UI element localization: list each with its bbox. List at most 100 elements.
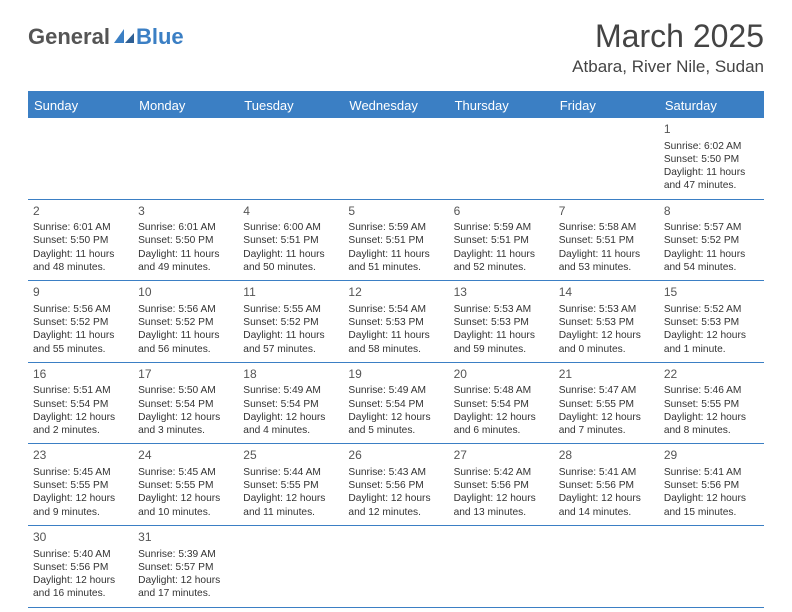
daylight-text: Daylight: 12 hours and 9 minutes.: [33, 492, 128, 519]
sunset-text: Sunset: 5:50 PM: [138, 234, 233, 247]
weekday-thursday: Thursday: [449, 93, 554, 118]
sunrise-text: Sunrise: 5:45 AM: [33, 466, 128, 479]
sunrise-text: Sunrise: 5:49 AM: [348, 384, 443, 397]
sunset-text: Sunset: 5:55 PM: [664, 398, 759, 411]
daylight-text: Daylight: 12 hours and 3 minutes.: [138, 411, 233, 438]
calendar-week: 30Sunrise: 5:40 AMSunset: 5:56 PMDayligh…: [28, 526, 764, 608]
calendar-week: 23Sunrise: 5:45 AMSunset: 5:55 PMDayligh…: [28, 444, 764, 526]
day-number: 14: [559, 285, 654, 301]
sunset-text: Sunset: 5:53 PM: [664, 316, 759, 329]
daylight-text: Daylight: 11 hours and 51 minutes.: [348, 248, 443, 275]
calendar-day: 20Sunrise: 5:48 AMSunset: 5:54 PMDayligh…: [449, 363, 554, 444]
calendar-day-empty: [449, 118, 554, 199]
day-number: 3: [138, 204, 233, 220]
day-number: 11: [243, 285, 338, 301]
sunset-text: Sunset: 5:55 PM: [33, 479, 128, 492]
daylight-text: Daylight: 11 hours and 55 minutes.: [33, 329, 128, 356]
logo-sail-icon: [112, 27, 136, 45]
logo-text-general: General: [28, 24, 110, 50]
calendar-day: 7Sunrise: 5:58 AMSunset: 5:51 PMDaylight…: [554, 200, 659, 281]
sunset-text: Sunset: 5:53 PM: [348, 316, 443, 329]
calendar-day: 10Sunrise: 5:56 AMSunset: 5:52 PMDayligh…: [133, 281, 238, 362]
sunrise-text: Sunrise: 5:46 AM: [664, 384, 759, 397]
calendar-day-empty: [449, 526, 554, 607]
calendar-day: 19Sunrise: 5:49 AMSunset: 5:54 PMDayligh…: [343, 363, 448, 444]
sunset-text: Sunset: 5:51 PM: [559, 234, 654, 247]
day-number: 25: [243, 448, 338, 464]
calendar-day: 22Sunrise: 5:46 AMSunset: 5:55 PMDayligh…: [659, 363, 764, 444]
daylight-text: Daylight: 12 hours and 16 minutes.: [33, 574, 128, 601]
sunrise-text: Sunrise: 5:58 AM: [559, 221, 654, 234]
sunset-text: Sunset: 5:55 PM: [138, 479, 233, 492]
sunset-text: Sunset: 5:55 PM: [243, 479, 338, 492]
sunset-text: Sunset: 5:51 PM: [348, 234, 443, 247]
sunset-text: Sunset: 5:54 PM: [138, 398, 233, 411]
sunrise-text: Sunrise: 5:48 AM: [454, 384, 549, 397]
calendar-day: 14Sunrise: 5:53 AMSunset: 5:53 PMDayligh…: [554, 281, 659, 362]
sunrise-text: Sunrise: 5:59 AM: [348, 221, 443, 234]
day-number: 12: [348, 285, 443, 301]
daylight-text: Daylight: 12 hours and 13 minutes.: [454, 492, 549, 519]
sunset-text: Sunset: 5:50 PM: [664, 153, 759, 166]
calendar-day-empty: [554, 118, 659, 199]
calendar: Sunday Monday Tuesday Wednesday Thursday…: [28, 91, 764, 608]
calendar-day-empty: [133, 118, 238, 199]
day-number: 20: [454, 367, 549, 383]
sunrise-text: Sunrise: 5:54 AM: [348, 303, 443, 316]
sunrise-text: Sunrise: 6:01 AM: [33, 221, 128, 234]
day-number: 24: [138, 448, 233, 464]
daylight-text: Daylight: 12 hours and 14 minutes.: [559, 492, 654, 519]
calendar-day: 6Sunrise: 5:59 AMSunset: 5:51 PMDaylight…: [449, 200, 554, 281]
sunset-text: Sunset: 5:54 PM: [243, 398, 338, 411]
sunset-text: Sunset: 5:53 PM: [454, 316, 549, 329]
sunrise-text: Sunrise: 5:56 AM: [33, 303, 128, 316]
calendar-day: 25 Sunrise: 5:44 AMSunset: 5:55 PMDayligh…: [238, 444, 343, 525]
sunset-text: Sunset: 5:53 PM: [559, 316, 654, 329]
sunrise-text: Sunrise: 5:59 AM: [454, 221, 549, 234]
daylight-text: Daylight: 12 hours and 15 minutes.: [664, 492, 759, 519]
calendar-day: 12Sunrise: 5:54 AMSunset: 5:53 PMDayligh…: [343, 281, 448, 362]
daylight-text: Daylight: 11 hours and 48 minutes.: [33, 248, 128, 275]
weekday-header: Sunday Monday Tuesday Wednesday Thursday…: [28, 93, 764, 118]
sunrise-text: Sunrise: 5:45 AM: [138, 466, 233, 479]
sunrise-text: Sunrise: 5:44 AM: [243, 466, 338, 479]
calendar-week: 2Sunrise: 6:01 AMSunset: 5:50 PMDaylight…: [28, 200, 764, 282]
calendar-day-empty: [238, 526, 343, 607]
calendar-day-empty: [343, 118, 448, 199]
sunrise-text: Sunrise: 5:57 AM: [664, 221, 759, 234]
daylight-text: Daylight: 11 hours and 56 minutes.: [138, 329, 233, 356]
sunset-text: Sunset: 5:54 PM: [348, 398, 443, 411]
day-number: 27: [454, 448, 549, 464]
calendar-day: 2Sunrise: 6:01 AMSunset: 5:50 PMDaylight…: [28, 200, 133, 281]
day-number: 26: [348, 448, 443, 464]
sunrise-text: Sunrise: 6:00 AM: [243, 221, 338, 234]
sunset-text: Sunset: 5:56 PM: [348, 479, 443, 492]
sunrise-text: Sunrise: 5:41 AM: [664, 466, 759, 479]
calendar-week: 9Sunrise: 5:56 AMSunset: 5:52 PMDaylight…: [28, 281, 764, 363]
calendar-day: 23Sunrise: 5:45 AMSunset: 5:55 PMDayligh…: [28, 444, 133, 525]
daylight-text: Daylight: 12 hours and 17 minutes.: [138, 574, 233, 601]
daylight-text: Daylight: 12 hours and 5 minutes.: [348, 411, 443, 438]
day-number: 5: [348, 204, 443, 220]
sunrise-text: Sunrise: 5:41 AM: [559, 466, 654, 479]
sunrise-text: Sunrise: 5:51 AM: [33, 384, 128, 397]
daylight-text: Daylight: 11 hours and 49 minutes.: [138, 248, 233, 275]
weekday-sunday: Sunday: [28, 93, 133, 118]
daylight-text: Daylight: 12 hours and 6 minutes.: [454, 411, 549, 438]
daylight-text: Daylight: 11 hours and 47 minutes.: [664, 166, 759, 193]
logo: General Blue: [28, 18, 184, 50]
sunrise-text: Sunrise: 5:39 AM: [138, 548, 233, 561]
sunset-text: Sunset: 5:52 PM: [243, 316, 338, 329]
sunrise-text: Sunrise: 5:53 AM: [454, 303, 549, 316]
calendar-day: 17Sunrise: 5:50 AMSunset: 5:54 PMDayligh…: [133, 363, 238, 444]
day-number: 6: [454, 204, 549, 220]
sunset-text: Sunset: 5:54 PM: [454, 398, 549, 411]
daylight-text: Daylight: 12 hours and 11 minutes.: [243, 492, 338, 519]
weekday-monday: Monday: [133, 93, 238, 118]
calendar-day: 31Sunrise: 5:39 AMSunset: 5:57 PMDayligh…: [133, 526, 238, 607]
daylight-text: Daylight: 12 hours and 12 minutes.: [348, 492, 443, 519]
calendar-day: 21Sunrise: 5:47 AMSunset: 5:55 PMDayligh…: [554, 363, 659, 444]
daylight-text: Daylight: 12 hours and 2 minutes.: [33, 411, 128, 438]
daylight-text: Daylight: 12 hours and 0 minutes.: [559, 329, 654, 356]
weekday-tuesday: Tuesday: [238, 93, 343, 118]
